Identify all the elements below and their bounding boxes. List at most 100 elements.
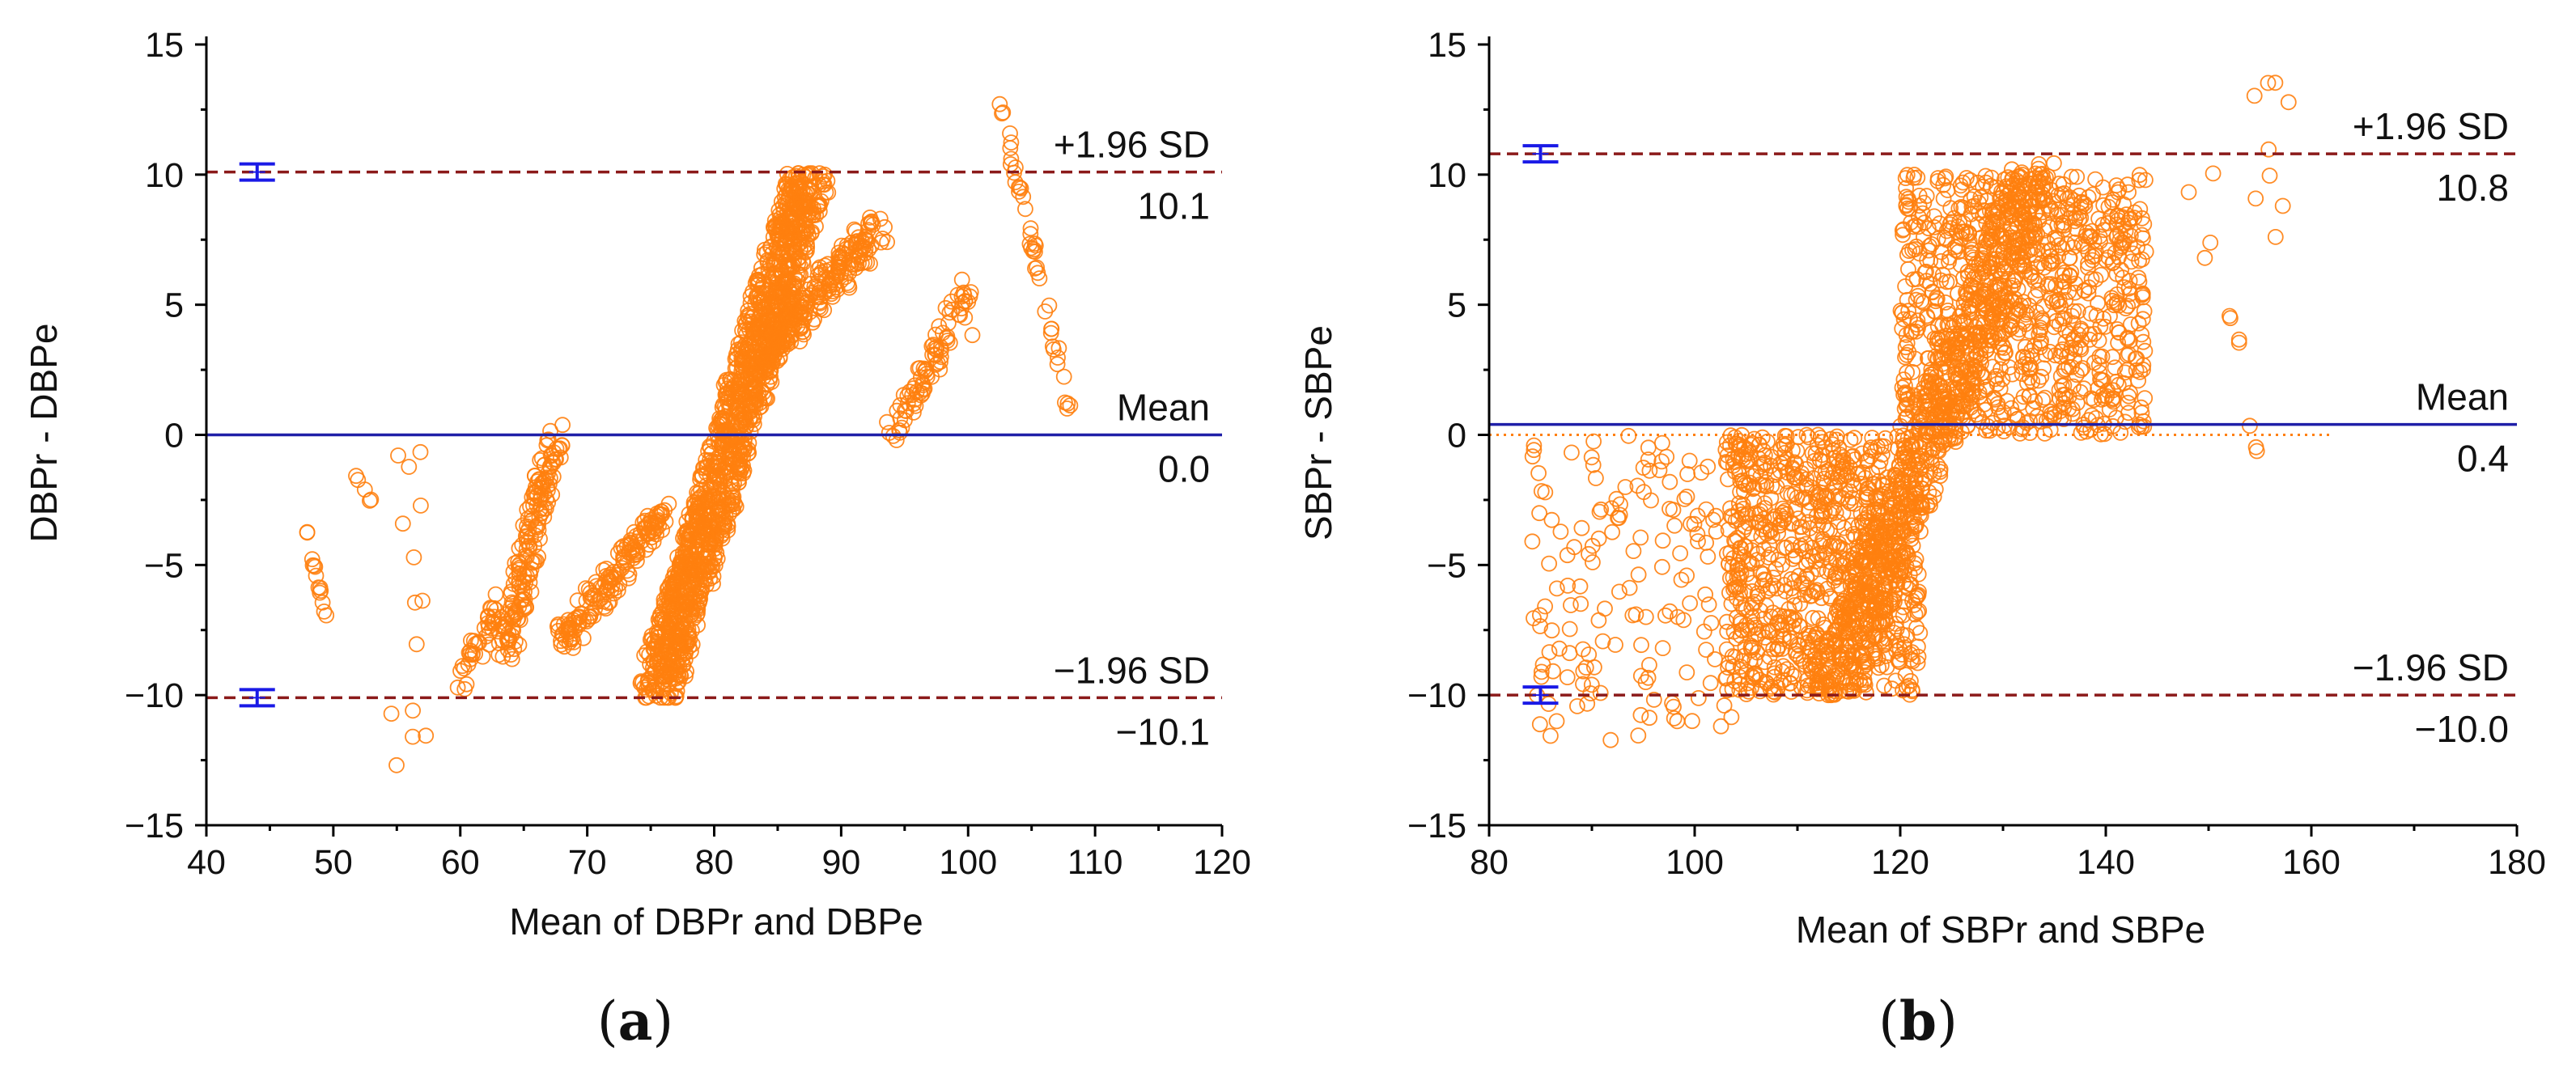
- panel-a-point: [779, 244, 796, 260]
- panel-a-point: [794, 292, 810, 309]
- panel-b-points: [1524, 74, 2297, 748]
- panel-a-point: [734, 413, 750, 429]
- panel-a-point: [710, 458, 726, 474]
- panel-a-point: [753, 357, 770, 374]
- panel-a-point: [789, 273, 806, 290]
- panel-b-point: [1908, 619, 1925, 636]
- panel-a-x-tick-label: 80: [695, 843, 734, 882]
- panel-b-point: [1577, 659, 1594, 676]
- panel-b-y-axis-title: SBPr - SBPe: [1297, 325, 1339, 540]
- panel-b-x-axis-title: Mean of SBPr and SBPe: [1796, 909, 2205, 951]
- panel-b-point: [1698, 642, 1715, 658]
- panel-b-point: [1935, 190, 1952, 207]
- panel-b-point: [1700, 596, 1717, 613]
- panel-b-point: [1564, 444, 1580, 461]
- panel-b-point: [1630, 727, 1647, 744]
- panel-b-point: [1697, 586, 1714, 603]
- panel-a-point: [856, 254, 873, 271]
- panel-b-point: [1637, 608, 1654, 625]
- panel-a-point: [765, 303, 782, 319]
- panel-a-y-tick-label: 5: [164, 286, 184, 325]
- panel-b-point: [1654, 532, 1671, 549]
- panel-b-x-tick-label: 140: [2077, 843, 2135, 882]
- panel-b-y-tick-label: 0: [1447, 417, 1466, 455]
- panel-a-point: [694, 566, 711, 582]
- panel-b-y-tick-label: −5: [1427, 546, 1466, 585]
- panel-a-point: [846, 221, 863, 238]
- panel-a-x-tick-label: 90: [821, 843, 860, 882]
- panel-b-point: [1548, 713, 1565, 730]
- panel-a-letter: a: [618, 989, 653, 1053]
- panel-a-point: [848, 233, 864, 250]
- panel-b-point: [2137, 390, 2154, 407]
- panel-b-point: [1641, 710, 1657, 727]
- panel-a-point: [401, 459, 418, 475]
- panel-a-point: [789, 302, 805, 319]
- panel-a-point: [776, 180, 793, 197]
- panel-a-point: [673, 621, 690, 637]
- panel-b-point: [1531, 716, 1548, 733]
- panel-a-point: [656, 611, 673, 628]
- panel-b-point: [1759, 433, 1776, 450]
- panel-a-point: [299, 523, 316, 540]
- panel-a-point: [742, 423, 759, 440]
- panel-a-x-axis-title: Mean of DBPr and DBPe: [509, 900, 923, 943]
- panel-a-point: [408, 636, 425, 653]
- panel-b-point: [1581, 545, 1597, 562]
- panel-a-point: [830, 249, 847, 266]
- panel-a-point: [815, 168, 832, 184]
- panel-a-point: [390, 447, 406, 464]
- panel-a-point: [705, 575, 721, 592]
- panel-a-point: [731, 440, 748, 457]
- panel-a-point: [991, 95, 1008, 112]
- panel-b-point: [2246, 87, 2263, 104]
- panel-a-point: [802, 275, 819, 292]
- panel-b-label: (b): [1878, 989, 1958, 1053]
- panel-a-point: [749, 289, 766, 306]
- panel-b-point: [1585, 554, 1601, 570]
- panel-b-point: [1718, 613, 1735, 630]
- panel-b-lower-value: −10.0: [2415, 708, 2509, 750]
- panel-b-point: [1653, 434, 1670, 451]
- panel-b-point: [1707, 651, 1723, 667]
- panel-a-point: [741, 410, 758, 426]
- panel-a-point: [809, 288, 826, 305]
- panel-a-upper-value: 10.1: [1137, 185, 1210, 227]
- panel-a-point: [667, 689, 684, 706]
- panel-b-point: [1537, 598, 1553, 615]
- panel-a-point: [746, 379, 763, 396]
- panel-a-point: [812, 259, 828, 276]
- panel-b-lower-label: −1.96 SD: [2353, 646, 2509, 689]
- panel-a-point: [695, 519, 712, 535]
- panel-a-point: [879, 234, 895, 251]
- panel-a-point: [724, 380, 741, 397]
- panel-a-point: [829, 266, 846, 283]
- panel-a-point: [791, 235, 808, 252]
- panel-a-point: [684, 636, 701, 653]
- panel-a-point: [785, 168, 801, 185]
- panel-a-point: [781, 171, 798, 188]
- panel-b-point: [2180, 184, 2197, 201]
- panel-a-point: [740, 307, 756, 324]
- panel-b-point: [1683, 713, 1700, 730]
- panel-b-point: [1548, 580, 1565, 597]
- panel-a-point: [695, 549, 712, 566]
- panel-a-y-tick-label: −5: [144, 546, 184, 585]
- panel-b-point: [1633, 637, 1649, 654]
- panel-a-point: [795, 324, 811, 341]
- panel-b-point: [1573, 519, 1590, 536]
- panel-a-upper-label: +1.96 SD: [1054, 124, 1210, 166]
- panel-b-x-tick-label: 100: [1666, 843, 1724, 882]
- panel-a-point: [652, 606, 668, 623]
- panel-a-point: [671, 658, 688, 675]
- panel-b-point: [1607, 637, 1623, 653]
- panel-a-point: [412, 443, 429, 460]
- panel-a-point: [684, 509, 701, 525]
- panel-b-mean-value: 0.4: [2457, 438, 2509, 480]
- panel-b-point: [1690, 690, 1707, 706]
- panel-b-x-tick-label: 160: [2282, 843, 2340, 882]
- panel-a-point: [806, 311, 822, 328]
- panel-a-point: [647, 664, 664, 681]
